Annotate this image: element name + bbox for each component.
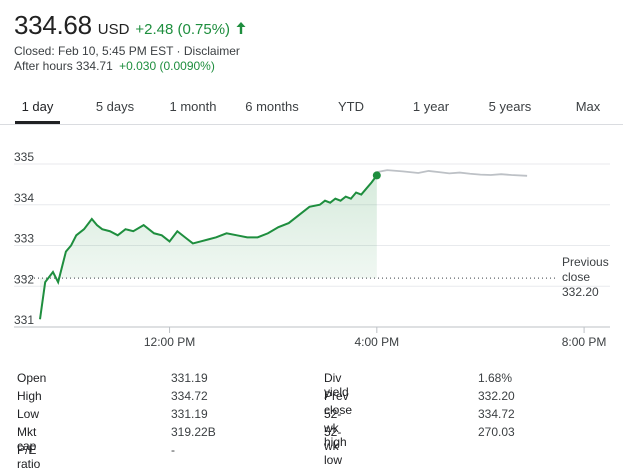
x-tick-label: 12:00 PM xyxy=(144,335,195,349)
stat-label: Div yield xyxy=(324,371,349,399)
price-line-series xyxy=(39,174,378,320)
after-hours-line-series xyxy=(376,169,528,177)
tab-label: 1 day xyxy=(21,99,54,114)
stat-value: 334.72 xyxy=(478,407,515,421)
x-tick-label: 4:00 PM xyxy=(354,335,399,349)
tab-1-day[interactable]: 1 day xyxy=(15,90,60,124)
after-hours-line: After hours 334.71 +0.030 (0.0090%) xyxy=(14,59,215,73)
prev-close-label: Previous xyxy=(562,255,609,269)
tab-ytd[interactable]: YTD xyxy=(330,90,372,123)
current-price: 334.68 xyxy=(14,10,92,40)
y-tick-label: 333 xyxy=(14,232,34,246)
price-change: +2.48 (0.75%) xyxy=(135,21,231,38)
stat-label: Prev close xyxy=(324,389,353,417)
arrow-up-icon xyxy=(236,21,246,35)
range-tabs: 1 day 5 days 1 month 6 months YTD 1 year… xyxy=(0,90,623,125)
tab-5-years[interactable]: 5 years xyxy=(480,90,540,123)
closed-text: Closed: Feb 10, 5:45 PM EST xyxy=(14,44,174,58)
y-axis-labels: 335 334 333 332 331 xyxy=(14,150,34,327)
separator-dot: · xyxy=(176,44,181,58)
tab-max[interactable]: Max xyxy=(568,90,608,123)
price-chart[interactable]: 335 334 333 332 331 12:00 PM 4:00 PM 8:00 PM P… xyxy=(0,140,623,355)
tab-label: 1 month xyxy=(169,99,217,114)
stat-value: 334.72 xyxy=(171,389,208,403)
current-price-dot xyxy=(372,171,381,180)
tab-label: 5 days xyxy=(95,99,135,114)
y-tick-label: 334 xyxy=(14,191,34,205)
stat-value: 331.19 xyxy=(171,371,208,385)
stat-value: 1.68% xyxy=(478,371,513,385)
stat-value: 319.22B xyxy=(171,425,216,439)
tab-label: Max xyxy=(575,99,601,114)
tab-5-days[interactable]: 5 days xyxy=(88,90,142,123)
y-tick-label: 335 xyxy=(14,150,34,164)
stat-value: 332.20 xyxy=(478,389,515,403)
stat-value: - xyxy=(171,443,175,457)
x-axis: 12:00 PM 4:00 PM 8:00 PM xyxy=(14,326,610,349)
tab-label: 1 year xyxy=(412,99,450,114)
tab-label: YTD xyxy=(338,99,364,114)
tab-label: 6 months xyxy=(245,99,299,114)
stat-label: Low xyxy=(17,407,40,421)
stat-value: 331.19 xyxy=(171,407,208,421)
tab-label: 5 years xyxy=(488,99,532,114)
stat-value: 270.03 xyxy=(478,425,515,439)
stat-label: 52-wk high xyxy=(324,407,347,449)
stat-label: Open xyxy=(17,371,47,385)
y-tick-label: 332 xyxy=(14,272,34,286)
tab-1-year[interactable]: 1 year xyxy=(404,90,458,123)
after-hours-change: +0.030 (0.0090%) xyxy=(119,59,215,73)
stat-label: Mkt cap xyxy=(17,425,37,453)
market-status: Closed: Feb 10, 5:45 PM EST · Disclaimer xyxy=(14,44,240,58)
prev-close-value: 332.20 xyxy=(562,285,599,299)
y-tick-label: 331 xyxy=(14,313,34,327)
tab-6-months[interactable]: 6 months xyxy=(238,90,306,123)
quote-header: 334.68 USD +2.48 (0.75%) xyxy=(14,10,246,41)
tab-1-month[interactable]: 1 month xyxy=(162,90,224,123)
after-hours-price: 334.71 xyxy=(76,59,113,73)
currency-label: USD xyxy=(97,21,130,38)
stat-label: High xyxy=(17,389,42,403)
prev-close-label: close xyxy=(562,270,590,284)
stat-label: 52-wk low xyxy=(324,425,343,467)
x-tick-label: 8:00 PM xyxy=(562,335,607,349)
after-hours-label: After hours xyxy=(14,59,73,73)
stat-label: P/E ratio xyxy=(17,443,41,471)
disclaimer-link[interactable]: Disclaimer xyxy=(183,44,240,58)
price-area-fill xyxy=(40,175,377,320)
